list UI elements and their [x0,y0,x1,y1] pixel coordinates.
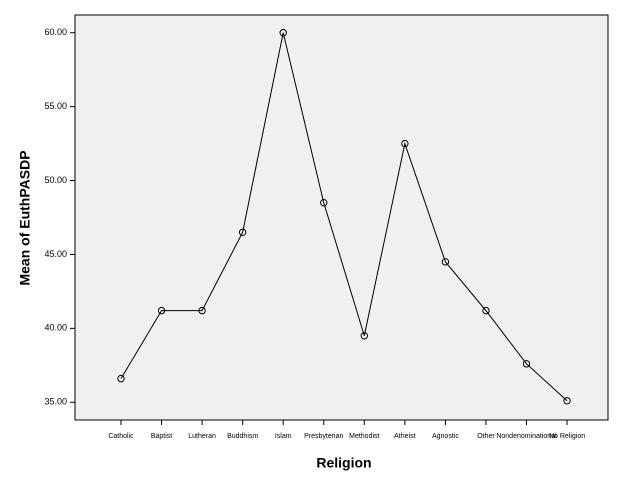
y-tick-label: 45.00 [44,249,67,259]
y-tick-label: 35.00 [44,397,67,407]
data-point [117,374,125,383]
y-tick-label: 40.00 [44,323,67,333]
y-axis-title: Mean of EuthPASDP [17,150,33,285]
x-tick-label: Atheist [394,433,415,440]
y-tick-label: 55.00 [44,101,67,111]
plot-area [74,14,609,421]
x-tick-label: No Religion [549,433,585,440]
x-tick-label: Baptist [151,433,172,440]
y-tick-label: 50.00 [44,175,67,185]
data-point [198,306,206,315]
y-tick-label: 60.00 [44,27,67,37]
x-tick-label: Catholic [108,433,134,440]
data-point [279,29,287,37]
x-tick-label: Agnostic [432,433,459,440]
data-point [360,332,368,340]
x-tick-label: Other [477,433,495,440]
data-point [482,306,490,315]
x-tick-label: Buddhism [227,433,258,440]
data-point [320,199,328,207]
x-tick-label: Presbyterian [304,433,343,440]
x-tick-label: Nondenominational [496,433,557,440]
data-point [238,228,247,236]
x-tick-label: Methodist [349,433,379,440]
x-tick-label: Islam [275,433,292,440]
data-point [157,306,166,315]
x-tick-label: Lutheran [188,433,216,440]
data-line [120,32,568,402]
data-point [563,397,571,405]
data-point [522,360,531,368]
data-point [401,139,409,148]
x-axis-title: Religion [316,455,371,471]
data-point [441,258,450,266]
